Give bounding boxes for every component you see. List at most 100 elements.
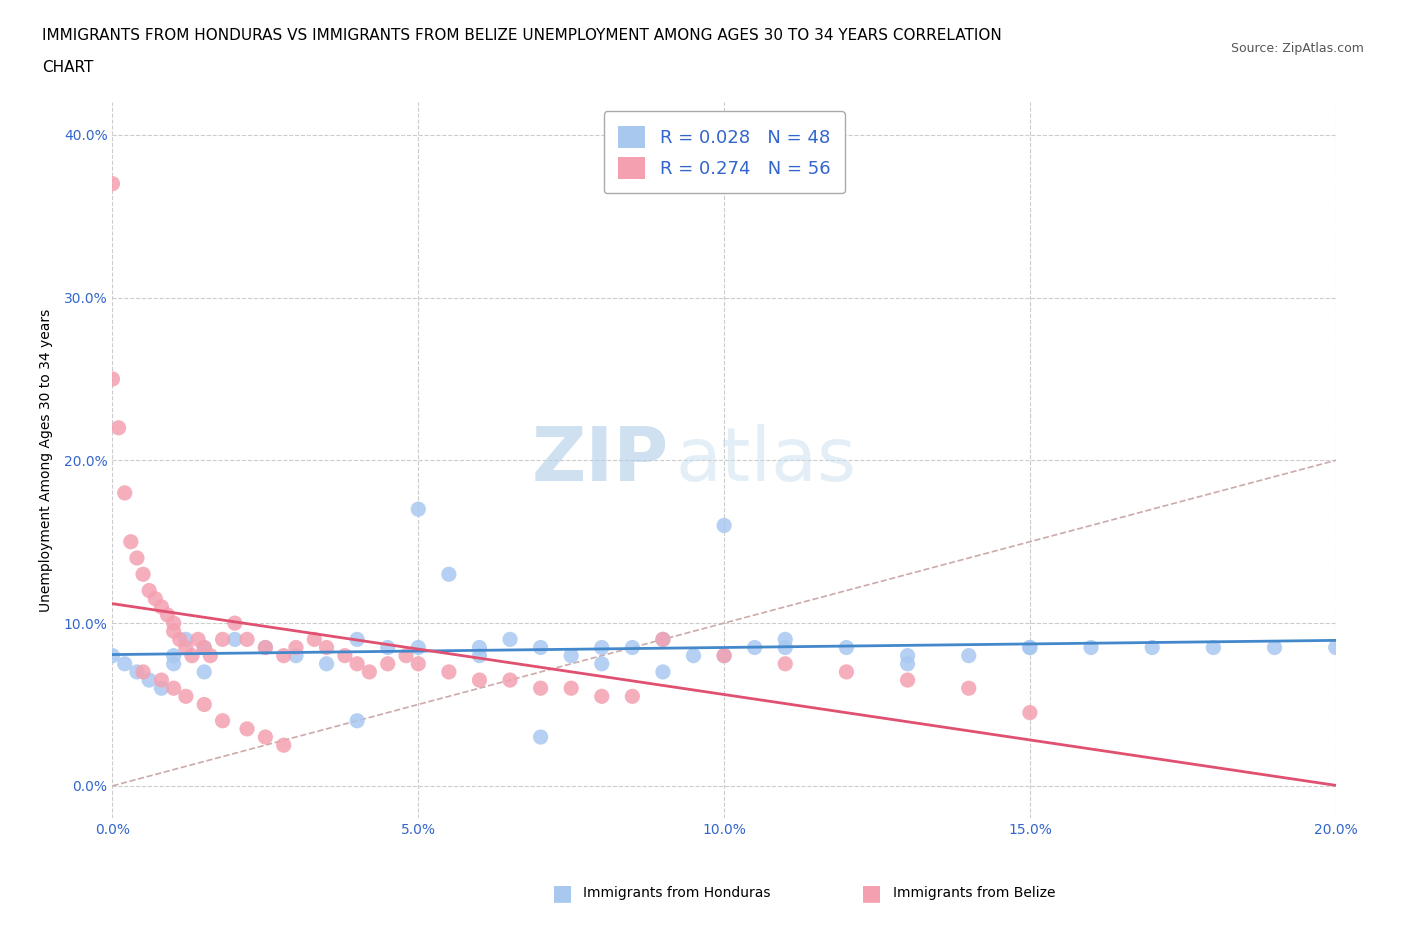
Point [1018,640,1040,655]
Point [713,648,735,663]
Text: ZIP: ZIP [531,424,669,497]
Point [621,640,644,655]
Point [138,583,160,598]
Point [713,518,735,533]
Point [132,566,155,582]
Point [530,681,553,696]
Point [682,648,704,663]
Point [181,648,204,663]
Point [333,648,356,663]
Legend: R = 0.028   N = 48, R = 0.274   N = 56: R = 0.028 N = 48, R = 0.274 N = 56 [603,112,845,193]
Point [897,648,920,663]
Point [163,657,186,671]
Point [315,657,337,671]
Y-axis label: Unemployment Among Ages 30 to 34 years: Unemployment Among Ages 30 to 34 years [38,309,52,612]
Point [346,632,368,647]
Point [897,672,920,687]
Point [437,664,460,679]
Point [377,640,399,655]
Point [284,648,308,663]
Point [359,664,381,679]
Point [591,689,613,704]
Point [101,648,124,663]
Point [530,729,553,744]
Point [193,640,215,655]
Point [835,664,858,679]
Point [775,632,797,647]
Point [621,689,644,704]
Point [591,657,613,671]
Point [224,632,246,647]
Point [101,371,124,387]
Point [125,551,148,565]
Point [200,648,222,663]
Point [1018,640,1040,655]
Point [174,689,197,704]
Point [101,176,124,191]
Point [193,640,215,655]
Point [530,640,553,655]
Point [150,681,173,696]
Point [652,664,675,679]
Point [236,722,259,737]
Point [346,657,368,671]
Point [1142,640,1164,655]
Point [1080,640,1102,655]
Point [273,648,295,663]
Point [132,664,155,679]
Point [143,591,166,606]
Point [120,534,142,549]
Point [236,632,259,647]
Point [254,640,277,655]
Point [211,632,233,647]
Text: IMMIGRANTS FROM HONDURAS VS IMMIGRANTS FROM BELIZE UNEMPLOYMENT AMONG AGES 30 TO: IMMIGRANTS FROM HONDURAS VS IMMIGRANTS F… [42,28,1002,43]
Point [284,640,308,655]
Point [107,420,129,435]
Point [304,632,326,647]
Point [957,648,980,663]
Point [254,729,277,744]
Text: ■: ■ [862,883,882,903]
Point [395,648,418,663]
Point [187,632,209,647]
Point [1202,640,1225,655]
Point [408,657,430,671]
Point [560,648,582,663]
Point [150,600,173,615]
Point [138,672,160,687]
Point [346,713,368,728]
Point [1324,640,1347,655]
Point [193,698,215,712]
Point [114,657,136,671]
Point [125,664,148,679]
Point [468,672,491,687]
Point [163,681,186,696]
Point [377,657,399,671]
Point [163,648,186,663]
Point [315,640,337,655]
Point [499,672,522,687]
Point [652,632,675,647]
Point [254,640,277,655]
Point [163,624,186,639]
Point [224,616,246,631]
Point [273,737,295,752]
Point [591,640,613,655]
Point [897,657,920,671]
Point [744,640,766,655]
Point [163,616,186,631]
Point [775,657,797,671]
Point [408,640,430,655]
Text: ■: ■ [553,883,572,903]
Point [713,648,735,663]
Point [957,681,980,696]
Point [169,632,191,647]
Point [468,648,491,663]
Point [150,672,173,687]
Point [468,640,491,655]
Point [174,632,197,647]
Point [156,607,179,622]
Point [174,640,197,655]
Point [437,566,460,582]
Point [1018,705,1040,720]
